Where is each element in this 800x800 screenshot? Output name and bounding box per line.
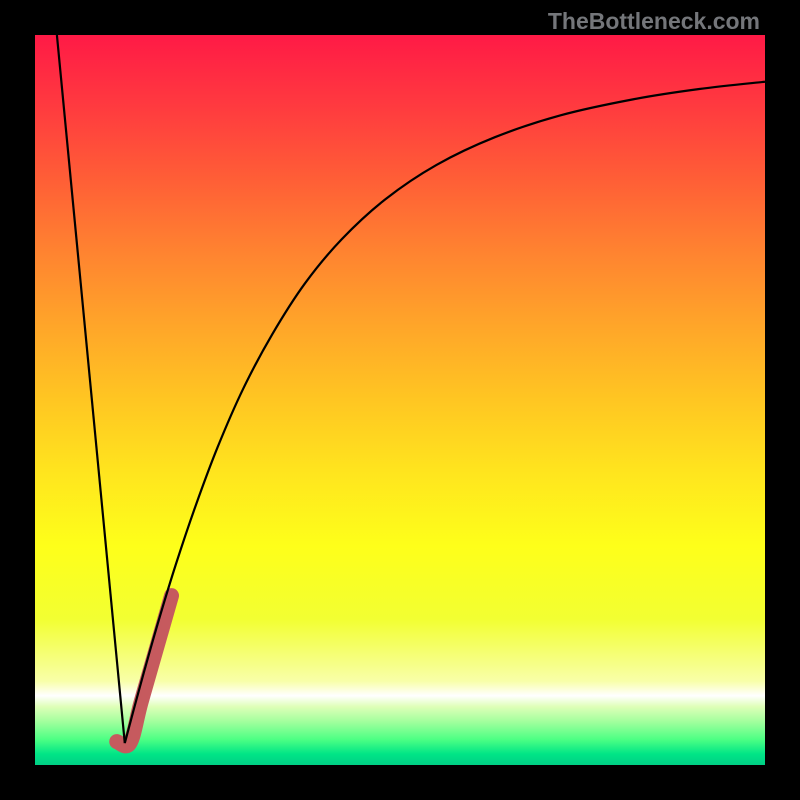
plot-area (35, 35, 765, 765)
chart-frame: TheBottleneck.com (0, 0, 800, 800)
left-descending-line (57, 35, 125, 743)
curve-layer (35, 35, 765, 765)
right-saturating-curve (125, 82, 765, 743)
watermark-text: TheBottleneck.com (548, 8, 760, 35)
